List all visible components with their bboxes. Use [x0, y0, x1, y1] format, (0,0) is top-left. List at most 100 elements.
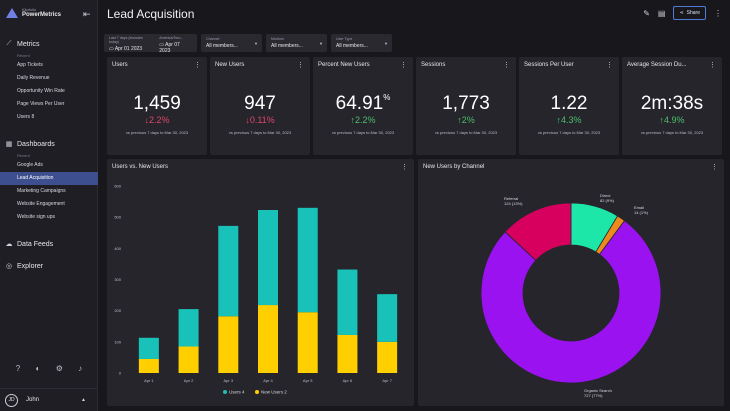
medium-filter-label: Medium	[271, 37, 284, 41]
bar-new-users[interactable]	[178, 346, 199, 373]
sidebar-item-marketing-campaigns[interactable]: Marketing Campaigns	[17, 188, 66, 194]
timezone-label: America/Toro...	[159, 36, 184, 40]
channel-filter[interactable]: Channel All members... ▼	[201, 34, 262, 52]
collapse-sidebar-icon[interactable]: ⇤	[83, 9, 91, 19]
sidebar-item-app-tickets[interactable]: App Tickets	[17, 62, 43, 68]
kpi-delta: ↑2%	[457, 115, 475, 125]
medium-filter[interactable]: Medium All members... ▼	[266, 34, 327, 52]
kpi-comparison: vs previous 7 days to Mar 30, 2023	[331, 130, 395, 135]
bar-users[interactable]	[258, 209, 278, 306]
bar-users[interactable]	[218, 225, 239, 317]
kpi-title: Percent New Users	[318, 62, 370, 68]
kpi-delta: ↓0.11%	[245, 115, 275, 125]
calendar-icon: ▭	[159, 42, 166, 48]
print-icon[interactable]: ▤	[657, 8, 666, 18]
bar-users[interactable]	[178, 309, 199, 347]
legend-label[interactable]: Users 4	[229, 390, 245, 395]
chevron-down-icon: ▼	[384, 41, 388, 46]
bell-icon[interactable]: ♪	[78, 364, 83, 373]
bar-users[interactable]	[377, 294, 398, 342]
sidebar-item-page-views-per-user[interactable]: Page Views Per User	[17, 101, 65, 107]
legend-label[interactable]: New Users 2	[261, 390, 287, 395]
bar-new-users[interactable]	[377, 341, 398, 373]
kpi-delta: ↑2.2%	[350, 115, 376, 125]
more-icon[interactable]: ⋮	[606, 62, 613, 69]
donut-slice-referral[interactable]	[504, 202, 572, 261]
user-menu[interactable]: JD John ▲	[0, 388, 98, 411]
kpi-title: Average Session Du...	[627, 62, 687, 68]
brand-logo[interactable]: Klipfolio PowerMetrics	[6, 8, 61, 18]
slice-name-label: Email	[634, 205, 644, 210]
more-icon[interactable]: ⋮	[711, 164, 718, 171]
channel-filter-value: All members...	[206, 43, 238, 49]
bar-users[interactable]	[138, 337, 159, 359]
bar-new-users[interactable]	[337, 334, 358, 373]
slice-name-label: Organic Search	[584, 388, 612, 393]
sidebar-item-users-8[interactable]: Users 8	[17, 114, 35, 120]
bar-new-users[interactable]	[218, 316, 239, 373]
sidebar-item-google-ads[interactable]: Google Ads	[17, 162, 43, 168]
bar-new-users[interactable]	[258, 305, 278, 373]
sidebar-item-website-sign-ups[interactable]: Website sign ups	[17, 214, 55, 220]
edit-icon[interactable]: ✎	[643, 8, 650, 18]
chevron-up-icon: ▲	[81, 397, 86, 403]
bar-new-users[interactable]	[297, 312, 318, 373]
kpi-card-new-users[interactable]: New Users ⋮ 947 ↓0.11% vs previous 7 day…	[210, 57, 310, 155]
bar-users[interactable]	[297, 207, 318, 313]
sidebar-item-daily-revenue[interactable]: Daily Revenue	[17, 75, 50, 81]
kpi-card-sessions-per-user[interactable]: Sessions Per User ⋮ 1.22 ↑4.3% vs previo…	[519, 57, 619, 155]
sidebar-item-website-engagement[interactable]: Website Engagement	[17, 201, 65, 207]
nav-data-feeds[interactable]: ☁ Data Feeds	[0, 238, 98, 250]
nav-explorer-section: ◎ Explorer	[0, 260, 98, 272]
more-icon[interactable]: ⋮	[709, 62, 716, 69]
more-icon[interactable]: ⋮	[400, 62, 407, 69]
settings-icon[interactable]: ⚙	[55, 364, 63, 373]
date-range-filter[interactable]: Last 7 days (includes today) ▭ Apr 01 20…	[104, 34, 197, 54]
more-icon[interactable]: ⋮	[714, 8, 722, 18]
kpi-card-sessions[interactable]: Sessions ⋮ 1,773 ↑2% vs previous 7 days …	[416, 57, 516, 155]
share-button[interactable]: ⋖ Share	[673, 6, 706, 20]
kpi-card-percent-new-users[interactable]: Percent New Users ⋮ 64.91% ↑2.2% vs prev…	[313, 57, 413, 155]
nav-dashboards[interactable]: ▦ Dashboards	[0, 138, 98, 150]
x-tick-label: Apr 1	[144, 378, 154, 383]
user-type-filter-label: User Type	[336, 37, 353, 41]
bar-chart: 0 100 200 300 400 500 600 Apr 1 Apr 2 Apr 3 Apr 4 A…	[114, 184, 398, 395]
kpi-comparison: vs previous 7 days to Mar 30, 2023	[228, 130, 292, 135]
x-tick-label: Apr 7	[382, 378, 392, 383]
help-icon[interactable]: ?	[15, 364, 21, 373]
sidebar-item-lead-acquisition[interactable]: Lead Acquisition	[0, 172, 98, 185]
more-icon[interactable]: ⋮	[401, 164, 408, 171]
kpi-comparison: vs previous 7 days to Mar 30, 2023	[640, 130, 704, 135]
nav-metrics[interactable]: ⟋ Metrics	[0, 38, 98, 50]
explorer-icon: ◎	[5, 263, 13, 270]
user-type-filter[interactable]: User Type All members... ▼	[331, 34, 392, 52]
donut-slice-organic-search[interactable]	[480, 220, 662, 384]
kpi-title: New Users	[215, 62, 245, 68]
y-tick-label: 0	[119, 371, 122, 376]
kpi-delta: ↑4.9%	[659, 115, 685, 125]
kpi-title: Users	[112, 62, 128, 68]
delta-arrow-icon: ↓	[144, 115, 149, 125]
kpi-value: 1,773	[442, 93, 490, 114]
slice-name-label: Direct	[600, 193, 611, 198]
delta-arrow-icon: ↑	[350, 115, 355, 125]
filter-bar: Last 7 days (includes today) ▭ Apr 01 20…	[104, 34, 392, 54]
channel-filter-label: Channel	[206, 37, 220, 41]
palette-icon[interactable]: ◐	[35, 364, 41, 373]
kpi-card-users[interactable]: Users ⋮ 1,459 ↓2.2% vs previous 7 days t…	[107, 57, 207, 155]
bar-users[interactable]	[337, 269, 358, 335]
bar-new-users[interactable]	[138, 358, 159, 373]
kpi-card-average-session-duration[interactable]: Average Session Du... ⋮ 2m:38s ↑4.9% vs …	[622, 57, 722, 155]
page-title: Lead Acquisition	[107, 7, 195, 21]
more-icon[interactable]: ⋮	[194, 62, 201, 69]
sidebar-item-opportunity-win-rate[interactable]: Opportunity Win Rate	[17, 88, 65, 94]
more-icon[interactable]: ⋮	[297, 62, 304, 69]
kpi-comparison: vs previous 7 days to Mar 30, 2023	[434, 130, 498, 135]
nav-metrics-section: ⟋ Metrics Recent App Tickets Daily Reven…	[0, 38, 98, 124]
x-tick-label: Apr 2	[184, 378, 194, 383]
nav-explorer[interactable]: ◎ Explorer	[0, 260, 98, 272]
y-tick-label: 500	[114, 215, 121, 220]
more-icon[interactable]: ⋮	[503, 62, 510, 69]
nav-dashboards-section: ▦ Dashboards Recent Google Ads Lead Acqu…	[0, 138, 98, 224]
